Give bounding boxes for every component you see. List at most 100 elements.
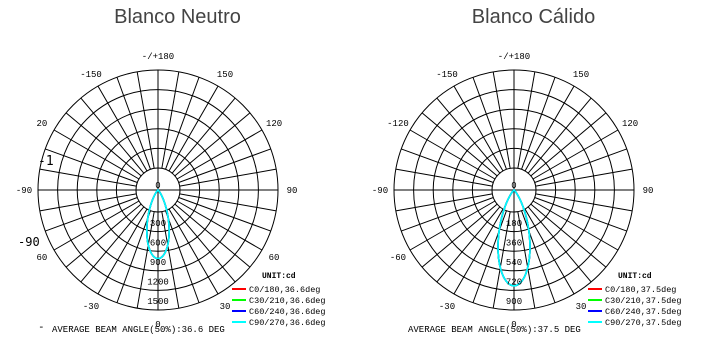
grid-spoke — [174, 203, 251, 268]
radial-tick-label: 0 — [155, 181, 160, 191]
grid-spoke — [136, 71, 155, 169]
grid-spoke — [168, 208, 219, 295]
angle-label: 60 — [269, 253, 280, 263]
angle-label: 60 — [37, 253, 48, 263]
radial-tick-label: 1500 — [147, 297, 169, 307]
legend-entry: C60/240,37.5deg — [605, 307, 682, 317]
grid-spoke — [453, 208, 504, 295]
footer-beam-angle: AVERAGE BEAM ANGLE(50%):37.5 DEG — [408, 325, 581, 335]
angle-label: -120 — [387, 119, 409, 129]
grid-spoke — [524, 85, 575, 172]
radial-tick-label: 1200 — [147, 278, 169, 288]
angle-label: 30 — [576, 302, 587, 312]
stray-label: -90 — [18, 235, 40, 249]
grid-spoke — [421, 203, 498, 268]
angle-label: -90 — [16, 186, 32, 196]
grid-spoke — [39, 168, 137, 187]
angle-label: -30 — [83, 302, 99, 312]
grid-spoke — [453, 85, 504, 172]
grid-spoke — [165, 210, 200, 303]
grid-spoke — [165, 77, 200, 170]
polar-plot-svg: 0 180 360 540 720 900 -/+180 -150 150 120 90 30 0 -30… — [372, 52, 682, 335]
grid-spoke — [517, 211, 536, 309]
beam-series-group — [146, 189, 170, 260]
polar-chart-blanco-calido: Blanco Cálido 0 180 360 540 720 900 -/+180 -150… — [356, 0, 711, 338]
grid-spoke — [65, 112, 142, 177]
grid-spoke — [521, 210, 556, 303]
radial-tick-label: 0 — [511, 181, 516, 191]
grid-spoke — [527, 97, 592, 174]
grid-spoke — [176, 200, 263, 251]
legend-entry: C90/270,36.6deg — [249, 318, 326, 328]
grid-spoke — [179, 168, 277, 187]
grid-spoke — [171, 206, 236, 283]
grid-spoke — [136, 211, 155, 309]
radial-tick-label: 900 — [506, 297, 522, 307]
grid-spoke — [178, 148, 271, 183]
grid-spoke — [179, 193, 277, 212]
legend-entry: C0/180,37.5deg — [605, 285, 676, 295]
grid-spoke — [161, 71, 180, 169]
grid-spoke — [395, 168, 493, 187]
grid-spoke — [534, 148, 627, 183]
unit-label: UNIT:cd — [618, 272, 652, 281]
grid-spoke — [436, 97, 501, 174]
legend-entry: C30/210,37.5deg — [605, 296, 682, 306]
radial-tick-label: 300 — [150, 219, 166, 229]
grid-spoke — [45, 197, 138, 232]
chart-title: Blanco Neutro — [114, 6, 241, 28]
grid-spoke — [97, 85, 148, 172]
angle-label: 90 — [287, 186, 298, 196]
radial-tick-label: 900 — [150, 258, 166, 268]
grid-spoke — [535, 193, 633, 212]
grid-spoke — [421, 112, 498, 177]
grid-spoke — [409, 129, 496, 180]
grid-spoke — [178, 197, 271, 232]
grid-spoke — [171, 97, 236, 174]
polar-grid — [37, 69, 279, 311]
grid-spoke — [492, 71, 511, 169]
grid-spoke — [517, 71, 536, 169]
stray-label: - — [38, 320, 45, 333]
angle-label: 0 — [511, 320, 516, 330]
angle-label: -/+180 — [498, 52, 530, 62]
legend: UNIT:cd C0/180,36.6degC30/210,36.6degC60/… — [232, 272, 326, 328]
grid-spoke — [176, 129, 263, 180]
legend-entry: C0/180,36.6deg — [249, 285, 320, 295]
grid-spoke — [492, 211, 511, 309]
stray-label: -1 — [38, 154, 54, 169]
angle-label: -/+180 — [142, 52, 174, 62]
grid-spoke — [472, 77, 507, 170]
radial-tick-label: 180 — [506, 219, 522, 229]
chart-title: Blanco Cálido — [471, 6, 596, 28]
grid-spoke — [530, 203, 607, 268]
grid-spoke — [532, 200, 619, 251]
grid-spoke — [409, 200, 496, 251]
grid-spoke — [116, 210, 151, 303]
grid-spoke — [395, 193, 493, 212]
grid-spoke — [436, 206, 501, 283]
angle-label: 20 — [37, 119, 48, 129]
grid-spoke — [401, 148, 494, 183]
grid-spoke — [535, 168, 633, 187]
angle-label: 150 — [217, 70, 233, 80]
angle-label: -60 — [390, 253, 406, 263]
grid-spoke — [524, 208, 575, 295]
angle-label: 120 — [266, 119, 282, 129]
beam-series-group — [497, 189, 531, 287]
grid-spoke — [80, 206, 145, 283]
legend-entry: C30/210,36.6deg — [249, 296, 326, 306]
grid-spoke — [97, 208, 148, 295]
legend-entry: C60/240,36.6deg — [249, 307, 326, 317]
angle-label: 0 — [155, 320, 160, 330]
angle-label: 150 — [573, 70, 589, 80]
angle-label: -150 — [436, 70, 458, 80]
grid-spoke — [80, 97, 145, 174]
beam-curve-C90-270 — [497, 189, 531, 287]
polar-chart-blanco-neutro: Blanco Neutro 0 300 600 900 1200 1500 -/+180 -1… — [0, 0, 355, 338]
legend-entry: C90/270,37.5deg — [605, 318, 682, 328]
grid-spoke — [53, 129, 140, 180]
unit-label: UNIT:cd — [262, 272, 296, 281]
grid-spoke — [168, 85, 219, 172]
